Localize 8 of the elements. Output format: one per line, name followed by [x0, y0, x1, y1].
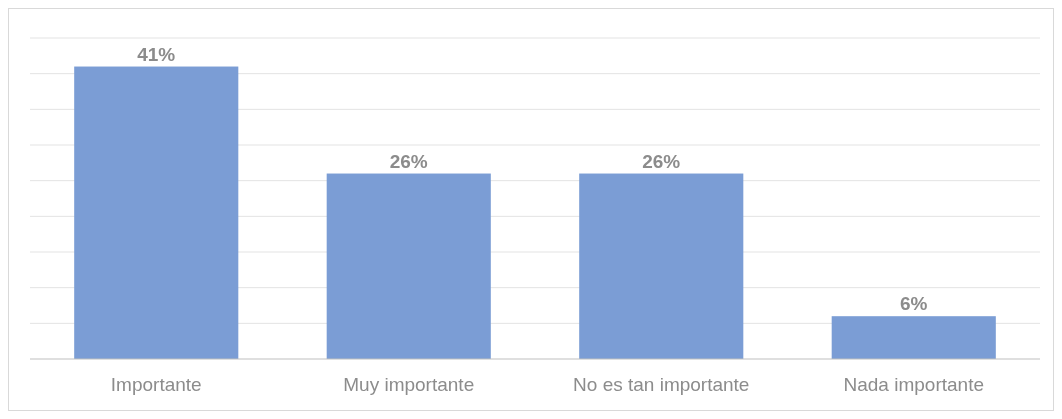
data-label: 6%: [900, 293, 928, 315]
x-tick-label: No es tan importante: [573, 374, 750, 395]
data-label: 41%: [137, 43, 176, 65]
x-tick-label: Muy importante: [343, 374, 475, 395]
x-tick-label: Nada importante: [843, 374, 984, 395]
data-label: 26%: [642, 150, 681, 172]
data-label: 26%: [389, 150, 428, 172]
x-tick-label: Importante: [110, 374, 202, 395]
